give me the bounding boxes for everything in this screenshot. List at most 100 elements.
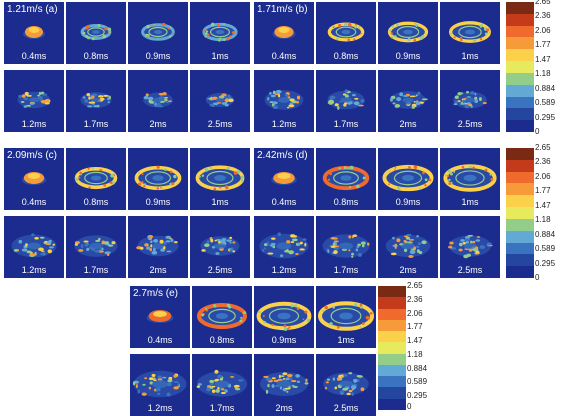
droplet-panel-d-1: 0.4ms 2.42m/s (d)	[254, 148, 314, 210]
droplet-panel-c-2: 0.8ms	[66, 148, 126, 210]
colorbar-tick-label: 1.47	[535, 54, 551, 64]
colorbar-tick-label: 2.06	[407, 308, 423, 318]
droplet-image	[264, 89, 304, 110]
colorbar-segment	[506, 266, 534, 279]
time-label: 0.4ms	[271, 51, 297, 61]
time-label: 0.8ms	[333, 197, 359, 207]
droplet-panel-c-3: 0.9ms	[128, 148, 188, 210]
droplet-image	[385, 233, 431, 258]
droplet-image	[322, 165, 370, 191]
colorbar-tick-label: 1.77	[535, 186, 551, 196]
time-label: 1ms	[211, 197, 229, 207]
colorbar-segment	[506, 120, 534, 133]
colorbar-tick-label: 2.06	[535, 25, 551, 35]
droplet-image	[17, 91, 51, 109]
time-label: 1.2ms	[147, 403, 173, 413]
colorbar	[506, 148, 534, 279]
droplet-panel-d-7: 2ms	[378, 216, 438, 278]
colorbar-tick-label: 0	[535, 127, 540, 136]
droplet-panel-c-6: 1.7ms	[66, 216, 126, 278]
colorbar-segment	[506, 25, 534, 38]
droplet-panel-b-1: 0.4ms 1.71m/s (b)	[254, 2, 314, 64]
time-label: 1ms	[211, 51, 229, 61]
colorbar-segment	[506, 108, 534, 121]
colorbar-tick-label: 1.18	[535, 69, 551, 79]
droplet-panel-b-7: 2ms	[378, 70, 438, 132]
time-label: 1.7ms	[83, 119, 109, 129]
time-label: 2.5ms	[333, 403, 359, 413]
colorbar-tick-label: 0	[535, 273, 540, 282]
colorbar-segment	[506, 96, 534, 109]
colorbar-segment	[378, 364, 406, 377]
colorbar-segment	[506, 195, 534, 208]
droplet-panel-b-2: 0.8ms	[316, 2, 376, 64]
droplet-panel-e-2: 0.8ms	[192, 286, 252, 348]
droplet-panel-c-7: 2ms	[128, 216, 188, 278]
velocity-label: 1.71m/s (b)	[257, 4, 308, 15]
colorbar-segment	[506, 254, 534, 267]
time-label: 1ms	[337, 335, 355, 345]
colorbar-segment	[378, 297, 406, 310]
droplet-panel-e-7: 2ms	[254, 354, 314, 416]
droplet-panel-a-6: 1.7ms	[66, 70, 126, 132]
droplet-image	[21, 172, 47, 185]
droplet-image	[136, 235, 179, 257]
colorbar-tick-label: 2.36	[407, 294, 423, 304]
droplet-image	[323, 372, 369, 397]
droplet-image	[387, 21, 429, 43]
time-label: 2ms	[399, 119, 417, 129]
velocity-label: 2.09m/s (c)	[7, 150, 58, 161]
droplet-image	[202, 22, 238, 42]
colorbar-tick-label: 0.295	[535, 112, 556, 122]
colorbar-segment	[506, 148, 534, 161]
colorbar-segment	[506, 218, 534, 232]
droplet-image	[11, 233, 57, 258]
droplet-panel-a-3: 0.9ms	[128, 2, 188, 64]
colorbar-tick-label: 0.295	[407, 391, 428, 401]
droplet-image	[195, 165, 245, 191]
time-label: 1.7ms	[333, 265, 359, 275]
droplet-panel-a-1: 0.4ms 1.21m/s (a)	[4, 2, 64, 64]
time-label: 1.2ms	[21, 119, 47, 129]
droplet-panel-d-4: 1ms	[440, 148, 500, 210]
velocity-label: 2.42m/s (d)	[257, 150, 308, 161]
time-label: 2.5ms	[207, 265, 233, 275]
droplet-panel-a-4: 1ms	[190, 2, 250, 64]
colorbar-tick-label: 1.77	[535, 40, 551, 50]
droplet-panel-a-5: 1.2ms	[4, 70, 64, 132]
droplet-image	[259, 232, 309, 259]
colorbar-segment	[378, 286, 406, 298]
time-label: 1.7ms	[83, 265, 109, 275]
droplet-image	[146, 310, 174, 323]
colorbar	[378, 286, 406, 411]
time-label: 1ms	[461, 51, 479, 61]
colorbar-segment	[378, 308, 406, 321]
time-label: 2ms	[149, 265, 167, 275]
colorbar-tick-label: 1.18	[407, 349, 423, 359]
colorbar-tick-label: 2.06	[535, 171, 551, 181]
droplet-panel-a-7: 2ms	[128, 70, 188, 132]
droplet-panel-b-4: 1ms	[440, 2, 500, 64]
time-label: 1.2ms	[271, 119, 297, 129]
colorbar-tick-label: 2.65	[535, 0, 551, 6]
time-label: 2.5ms	[207, 119, 233, 129]
velocity-label: 2.7m/s (e)	[133, 288, 179, 299]
time-label: 0.9ms	[271, 335, 297, 345]
droplet-panel-c-4: 1ms	[190, 148, 250, 210]
droplet-panel-e-3: 0.9ms	[254, 286, 314, 348]
droplet-image	[196, 369, 248, 397]
time-label: 1.7ms	[333, 119, 359, 129]
time-label: 0.4ms	[271, 197, 297, 207]
colorbar-tick-label: 1.47	[535, 200, 551, 210]
colorbar-segment	[378, 398, 406, 411]
droplet-panel-b-3: 0.9ms	[378, 2, 438, 64]
time-label: 0.8ms	[83, 197, 109, 207]
droplet-image	[322, 234, 370, 258]
colorbar-segment	[378, 342, 406, 355]
time-label: 0.9ms	[395, 51, 421, 61]
droplet-panel-d-5: 1.2ms	[254, 216, 314, 278]
droplet-panel-d-2: 0.8ms	[316, 148, 376, 210]
colorbar-segment	[506, 13, 534, 27]
droplet-panel-d-3: 0.9ms	[378, 148, 438, 210]
colorbar-segment	[506, 84, 534, 98]
